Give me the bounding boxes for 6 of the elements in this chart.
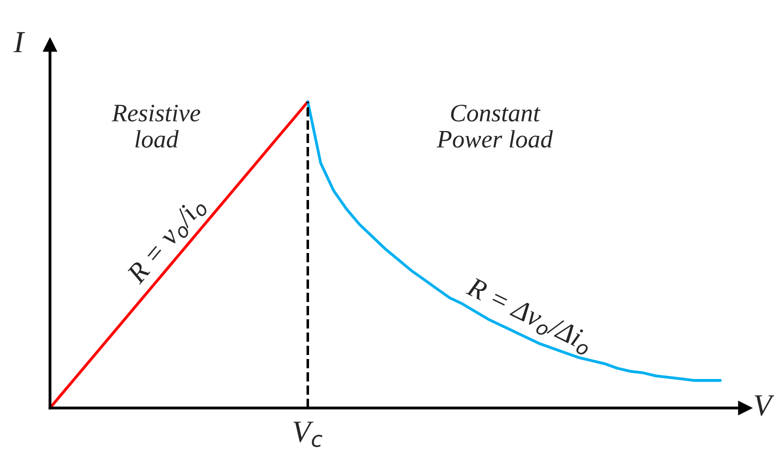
text: V$_{c}$ bbox=[293, 422, 322, 448]
annotation: Constant Power load bbox=[436, 104, 553, 148]
annotation: R = v$_{o}$/i$_{o}$ bbox=[126, 195, 209, 288]
y-axis-title: I bbox=[14, 32, 26, 52]
annotation: Resistive load bbox=[112, 104, 200, 148]
annotation: R = Δv$_{o}$/Δi$_{o}$ bbox=[463, 276, 594, 356]
